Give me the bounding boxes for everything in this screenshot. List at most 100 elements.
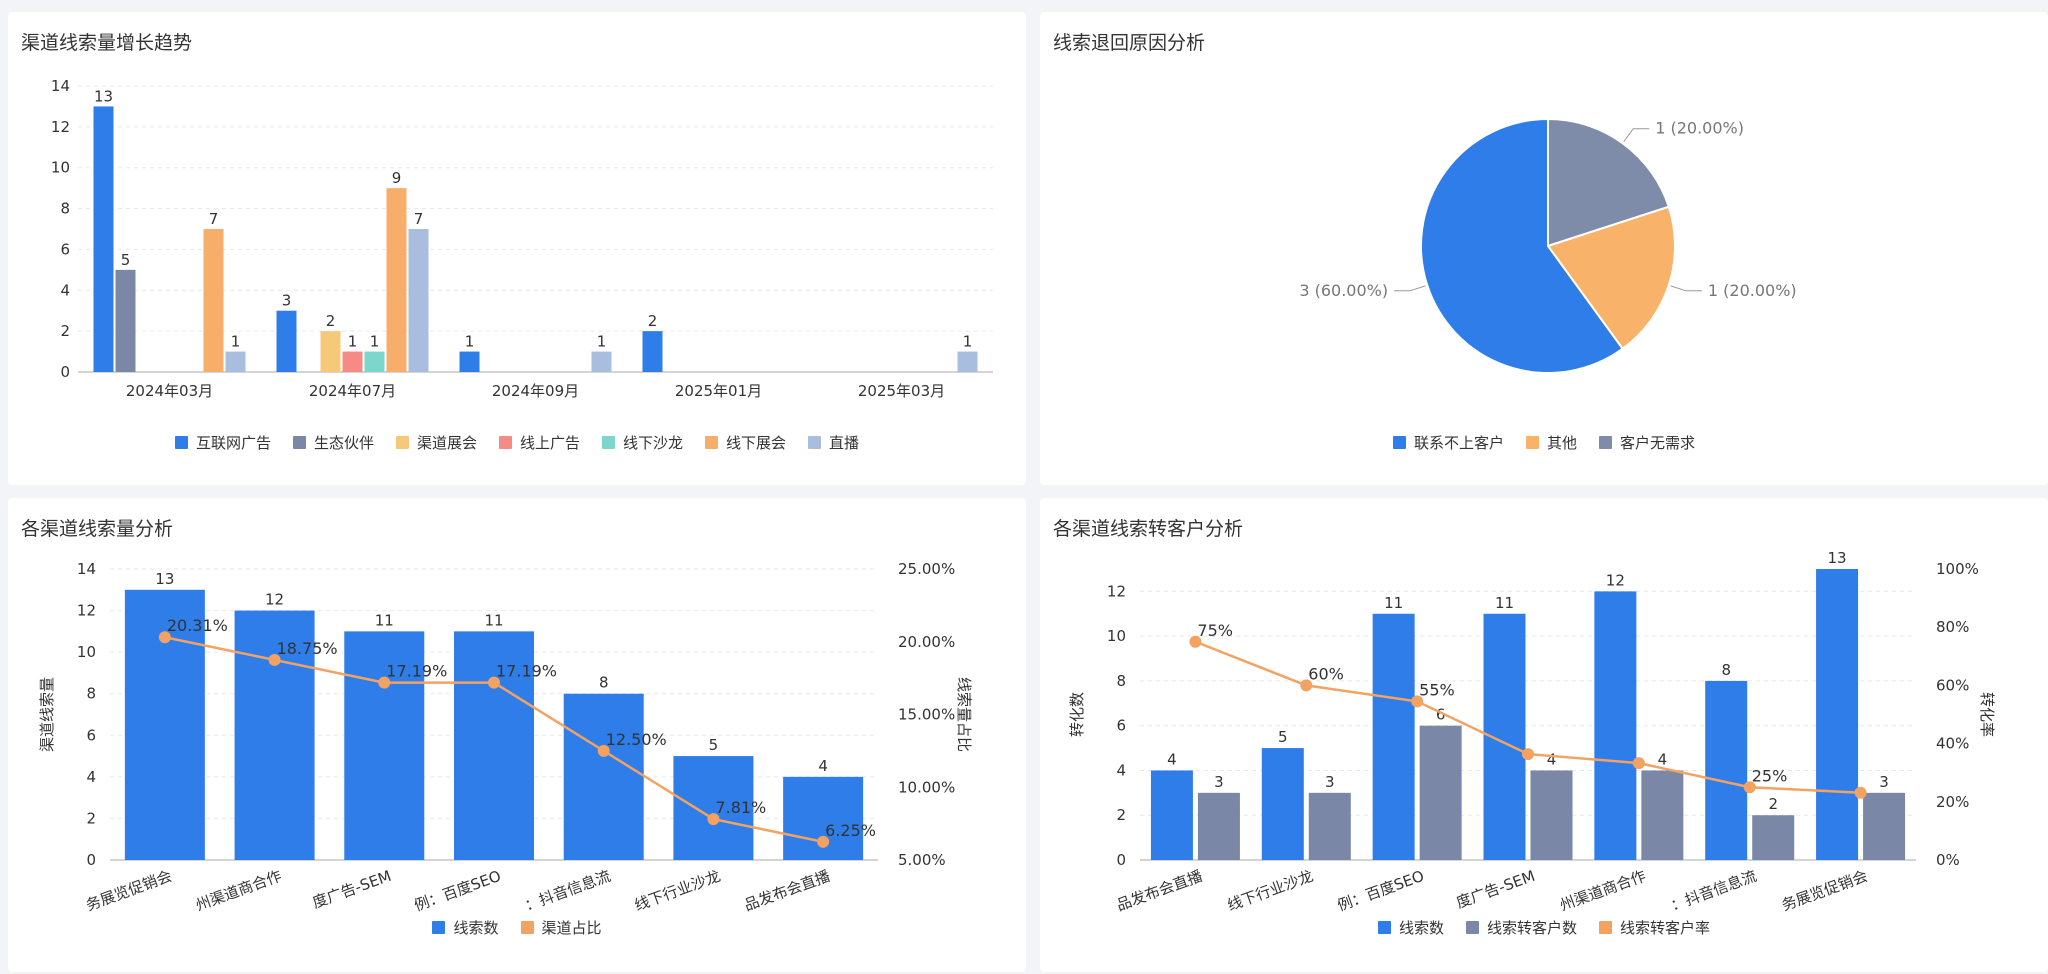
bar (225, 351, 246, 372)
x-tick-label: 2024年07月 (309, 382, 396, 400)
y-tick-label: 0 (86, 851, 96, 869)
legend-label: 联系不上客户 (1413, 434, 1504, 452)
data-label: 2 (326, 312, 336, 330)
bar (93, 106, 114, 372)
x-tick-label: 线下行业沙龙 (632, 867, 723, 915)
panel-title: 线索退回原因分析 (1053, 32, 1206, 54)
legend-item[interactable]: 线下展会 (705, 432, 786, 453)
legend-swatch (602, 436, 615, 449)
line-point (817, 835, 830, 848)
data-label: 11 (375, 611, 394, 629)
bar (1594, 591, 1637, 860)
bar (364, 351, 385, 372)
bar (957, 351, 978, 372)
line-point (378, 676, 391, 689)
legend-item[interactable]: 客户无需求 (1599, 432, 1695, 453)
data-label: 3 (1325, 773, 1335, 791)
channel-volume-chart: 0 2 4 6 8 10 12 14 5.00% 10.00% 15.00% 20.00% 25.00%… (38, 560, 973, 915)
legend-item[interactable]: 线索转客户率 (1599, 917, 1710, 938)
x-tick-label: ：抖音信息流 (522, 867, 613, 915)
y-axis-label: 渠道线索量 (38, 677, 56, 752)
y-tick-label: 6 (60, 240, 70, 258)
bar (234, 610, 315, 860)
legend-label: 生态伙伴 (313, 434, 374, 452)
legend-label: 线下沙龙 (623, 434, 684, 452)
legend-label: 其他 (1546, 434, 1577, 452)
bar (1530, 770, 1573, 860)
legend-item[interactable]: 直播 (808, 432, 859, 453)
chart-legend: 联系不上客户 其他 客户无需求 (1040, 432, 2048, 453)
pie-label: 1 (20.00%) (1708, 281, 1797, 300)
bar (591, 351, 612, 372)
pie-slice (1420, 117, 1625, 374)
y-tick-label: 0 (60, 363, 70, 381)
legend-item[interactable]: 渠道占比 (520, 917, 602, 938)
line-point (597, 744, 610, 757)
line-data-label: 6.25% (825, 821, 876, 840)
data-label: 4 (1547, 750, 1557, 768)
legend-item[interactable]: 互联网广告 (174, 432, 271, 453)
legend-swatch (395, 436, 409, 449)
line-point (1189, 635, 1202, 648)
x-tick-label: 品发布会直播 (742, 867, 833, 915)
bar (673, 756, 754, 860)
legend-item[interactable]: 线索转客户数 (1465, 917, 1577, 938)
legend-label: 互联网广告 (195, 434, 271, 452)
panel-title: 各渠道线索量分析 (21, 518, 174, 540)
y2-axis-label: 线索量占比 (955, 677, 973, 752)
bar (386, 188, 407, 372)
legend-swatch (1392, 436, 1406, 449)
data-label: 3 (282, 292, 292, 310)
y-tick-label: 4 (1116, 761, 1126, 779)
y-tick-label: 0 (1116, 851, 1126, 869)
y-axis-label: 转化数 (1068, 692, 1086, 737)
data-label: 4 (818, 757, 828, 775)
legend-label: 线索数 (1398, 919, 1444, 937)
x-tick-label: 品发布会直播 (1114, 867, 1205, 915)
bar (115, 269, 136, 372)
channel-volume-panel: 各渠道线索量分析 0 2 4 6 8 10 12 14 5.00% 10.00% 15.00% 20.… (8, 498, 1026, 972)
legend-item[interactable]: 线上广告 (498, 432, 580, 453)
bar (1863, 792, 1906, 860)
data-label: 13 (155, 570, 174, 588)
bar (1816, 569, 1859, 860)
pie-label: 1 (20.00%) (1655, 119, 1744, 138)
pie-leader-line (1670, 285, 1702, 292)
legend-item[interactable]: 线索数 (1377, 917, 1444, 938)
line-point (158, 631, 171, 644)
x-tick-label: 2025年01月 (675, 382, 762, 400)
legend-item[interactable]: 生态伙伴 (292, 432, 374, 453)
y-tick-label: 6 (1116, 717, 1126, 735)
y2-tick-label: 25.00% (898, 560, 955, 578)
bar (276, 310, 297, 372)
line-point (1632, 757, 1645, 770)
y-tick-label: 6 (86, 726, 96, 744)
legend-label: 客户无需求 (1620, 434, 1696, 452)
legend-item[interactable]: 线索数 (432, 917, 499, 938)
pie-slice (1547, 117, 1671, 248)
y-tick-label: 2 (60, 322, 70, 340)
legend-item[interactable]: 线下沙龙 (602, 432, 683, 453)
x-tick-label: 度广告-SEM (1454, 867, 1538, 912)
data-label: 4 (1658, 750, 1668, 768)
x-tick-label: ：抖音信息流 (1668, 867, 1759, 915)
legend-label: 线索转客户率 (1620, 919, 1711, 937)
legend-item[interactable]: 其他 (1525, 432, 1577, 453)
line-point (488, 676, 500, 689)
x-tick-label: 州渠道商合作 (1557, 867, 1648, 915)
legend-swatch (1465, 921, 1479, 934)
legend-item[interactable]: 联系不上客户 (1392, 432, 1504, 453)
data-label: 11 (1384, 594, 1403, 612)
bar (1419, 725, 1462, 860)
legend-item[interactable]: 渠道展会 (395, 432, 477, 453)
line-data-label: 20.31% (167, 616, 228, 635)
y2-tick-label: 80% (1936, 618, 1969, 636)
y2-tick-label: 40% (1936, 735, 1969, 753)
data-label: 6 (1436, 706, 1446, 724)
x-tick-label: 例：百度SEO (412, 867, 503, 915)
bar (459, 351, 480, 372)
legend-swatch (1599, 921, 1612, 934)
data-label: 7 (414, 210, 424, 228)
x-tick-label: 州渠道商合作 (193, 867, 284, 915)
